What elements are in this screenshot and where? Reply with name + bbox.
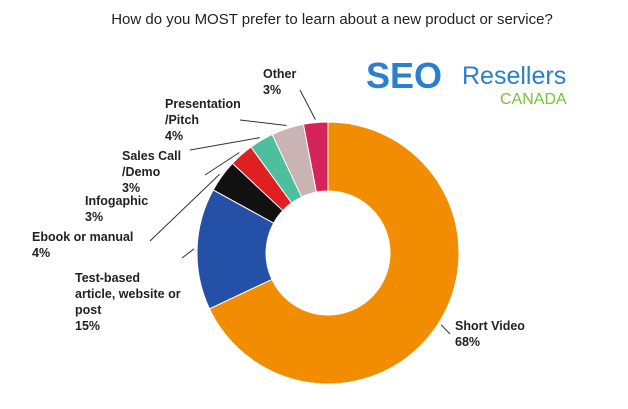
donut (196, 121, 460, 385)
category-line: Sales Call (122, 149, 181, 163)
slice-label: Ebook or manual 4% (32, 230, 133, 260)
category-line: /Pitch (165, 113, 199, 127)
chart-title: How do you MOST prefer to learn about a … (111, 11, 553, 28)
category-label: Test-based article, website or post (75, 271, 181, 317)
category-label: Short Video (455, 319, 525, 333)
logo-region: CANADA (500, 91, 567, 108)
leader-line (189, 137, 260, 151)
leader-line (181, 248, 195, 259)
slice-label: Other 3% (263, 67, 296, 97)
value-label: 68% (455, 335, 480, 349)
category-label: Ebook or manual (32, 230, 133, 244)
leader-line (149, 173, 220, 242)
value-label: 4% (165, 129, 183, 143)
logo-name: Resellers (462, 62, 566, 90)
category-line: article, website or (75, 287, 181, 301)
category-label: Infogaphic (85, 194, 148, 208)
value-label: 3% (263, 83, 281, 97)
category-line: Other (263, 67, 296, 81)
slice-label: Infogaphic 3% (85, 194, 148, 224)
category-label: Sales Call/Demo (122, 149, 181, 179)
category-line: Presentation (165, 97, 241, 111)
category-label: Presentation/Pitch (165, 97, 241, 127)
labels: Short Video 68% Test-based article, website… (32, 67, 525, 349)
slice-label: Test-based article, website or post 15% (75, 271, 181, 333)
category-line: Ebook or manual (32, 230, 133, 244)
leader-line (204, 152, 240, 176)
slice-label: Presentation/Pitch 4% (165, 97, 241, 143)
category-label: Other (263, 67, 296, 81)
value-label: 3% (122, 181, 140, 195)
leader-line (239, 119, 287, 127)
category-line: Short Video (455, 319, 525, 333)
leader-line (299, 89, 316, 120)
value-label: 4% (32, 246, 50, 260)
category-line: Infogaphic (85, 194, 148, 208)
value-label: 15% (75, 319, 100, 333)
leader-line (440, 324, 451, 335)
logo-mark: SEO (366, 55, 442, 96)
category-line: /Demo (122, 165, 161, 179)
category-line: post (75, 303, 102, 317)
slice-label: Short Video 68% (455, 319, 525, 349)
slice (302, 121, 329, 193)
category-line: Test-based (75, 271, 140, 285)
slice-label: Sales Call/Demo 3% (122, 149, 181, 195)
slice (208, 121, 460, 385)
value-label: 3% (85, 210, 103, 224)
